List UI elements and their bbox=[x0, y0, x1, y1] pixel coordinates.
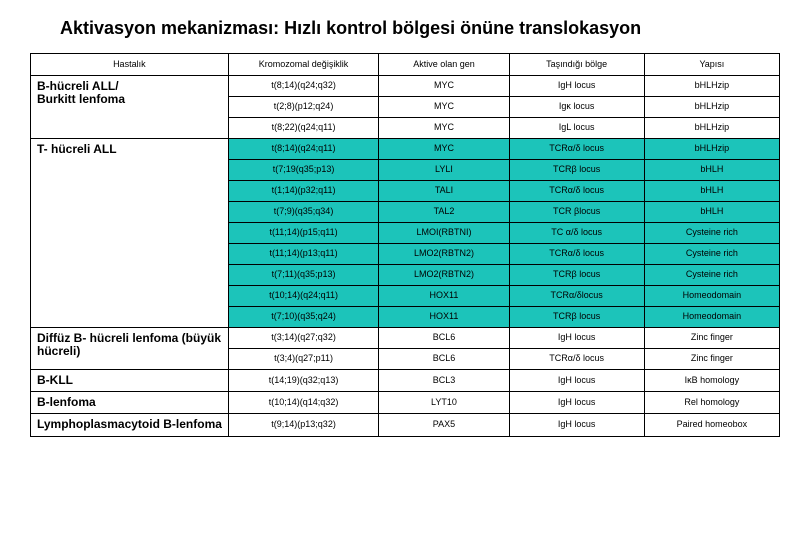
value-cell: TC α/δ locus bbox=[509, 223, 644, 244]
value-cell: t(10;14)(q24;q11) bbox=[228, 286, 379, 307]
value-cell: t(2;8)(p12;q24) bbox=[228, 97, 379, 118]
value-cell: bHLH bbox=[644, 160, 779, 181]
value-cell: TAL2 bbox=[379, 202, 509, 223]
value-cell: t(8;22)(q24;q11) bbox=[228, 118, 379, 139]
disease-cell: B-KLL bbox=[31, 370, 229, 392]
value-cell: TCRβ locus bbox=[509, 307, 644, 328]
value-cell: bHLHzip bbox=[644, 139, 779, 160]
table-row: B-hücreli ALL/Burkitt lenfomat(8;14)(q24… bbox=[31, 76, 780, 97]
table-row: T- hücreli ALLt(8;14)(q24;q11)MYCTCRα/δ … bbox=[31, 139, 780, 160]
value-cell: HOX11 bbox=[379, 286, 509, 307]
value-cell: PAX5 bbox=[379, 414, 509, 436]
value-cell: bHLHzip bbox=[644, 76, 779, 97]
value-cell: TCRα/δ locus bbox=[509, 181, 644, 202]
value-cell: Zinc finger bbox=[644, 328, 779, 349]
table-row: B-KLLt(14;19)(q32;q13)BCL3IgH locusIκB h… bbox=[31, 370, 780, 392]
table-row: Lymphoplasmacytoid B-lenfomat(9;14)(p13;… bbox=[31, 414, 780, 436]
value-cell: IκB homology bbox=[644, 370, 779, 392]
header-structure: Yapısı bbox=[644, 54, 779, 76]
value-cell: Homeodomain bbox=[644, 307, 779, 328]
value-cell: t(3;14)(q27;q32) bbox=[228, 328, 379, 349]
disease-cell: Diffüz B- hücreli lenfoma (büyük hücreli… bbox=[31, 328, 229, 370]
value-cell: TCRβ locus bbox=[509, 265, 644, 286]
value-cell: bHLHzip bbox=[644, 97, 779, 118]
value-cell: Zinc finger bbox=[644, 349, 779, 370]
value-cell: MYC bbox=[379, 76, 509, 97]
value-cell: LMO2(RBTN2) bbox=[379, 244, 509, 265]
value-cell: bHLH bbox=[644, 202, 779, 223]
header-disease: Hastalık bbox=[31, 54, 229, 76]
value-cell: Cysteine rich bbox=[644, 223, 779, 244]
value-cell: BCL6 bbox=[379, 349, 509, 370]
value-cell: TCRα/δlocus bbox=[509, 286, 644, 307]
value-cell: t(3;4)(q27;p11) bbox=[228, 349, 379, 370]
value-cell: Cysteine rich bbox=[644, 265, 779, 286]
value-cell: t(11;14)(p13;q11) bbox=[228, 244, 379, 265]
value-cell: TCRβ locus bbox=[509, 160, 644, 181]
value-cell: LYT10 bbox=[379, 392, 509, 414]
disease-cell: B-lenfoma bbox=[31, 392, 229, 414]
value-cell: IgH locus bbox=[509, 414, 644, 436]
table-row: Diffüz B- hücreli lenfoma (büyük hücreli… bbox=[31, 328, 780, 349]
value-cell: HOX11 bbox=[379, 307, 509, 328]
value-cell: t(14;19)(q32;q13) bbox=[228, 370, 379, 392]
value-cell: t(7;19(q35;p13) bbox=[228, 160, 379, 181]
value-cell: TCRα/δ locus bbox=[509, 349, 644, 370]
value-cell: IgL locus bbox=[509, 118, 644, 139]
value-cell: Igκ locus bbox=[509, 97, 644, 118]
value-cell: MYC bbox=[379, 97, 509, 118]
value-cell: IgH locus bbox=[509, 392, 644, 414]
value-cell: t(8;14)(q24;q32) bbox=[228, 76, 379, 97]
value-cell: MYC bbox=[379, 118, 509, 139]
value-cell: bHLHzip bbox=[644, 118, 779, 139]
value-cell: Rel homology bbox=[644, 392, 779, 414]
value-cell: t(7;9)(q35;q34) bbox=[228, 202, 379, 223]
value-cell: t(1;14)(p32;q11) bbox=[228, 181, 379, 202]
value-cell: LMO2(RBTN2) bbox=[379, 265, 509, 286]
value-cell: MYC bbox=[379, 139, 509, 160]
page-title: Aktivasyon mekanizması: Hızlı kontrol bö… bbox=[60, 18, 770, 39]
value-cell: LMOI(RBTNI) bbox=[379, 223, 509, 244]
translocation-table: Hastalık Kromozomal değişiklik Aktive ol… bbox=[30, 53, 780, 437]
value-cell: bHLH bbox=[644, 181, 779, 202]
value-cell: TALI bbox=[379, 181, 509, 202]
table-header-row: Hastalık Kromozomal değişiklik Aktive ol… bbox=[31, 54, 780, 76]
value-cell: TCR βlocus bbox=[509, 202, 644, 223]
disease-cell: Lymphoplasmacytoid B-lenfoma bbox=[31, 414, 229, 436]
table-row: B-lenfomat(10;14)(q14;q32)LYT10IgH locus… bbox=[31, 392, 780, 414]
value-cell: Paired homeobox bbox=[644, 414, 779, 436]
value-cell: Homeodomain bbox=[644, 286, 779, 307]
value-cell: t(8;14)(q24;q11) bbox=[228, 139, 379, 160]
header-region: Taşındığı bölge bbox=[509, 54, 644, 76]
value-cell: IgH locus bbox=[509, 370, 644, 392]
header-gene: Aktive olan gen bbox=[379, 54, 509, 76]
value-cell: TCRα/δ locus bbox=[509, 244, 644, 265]
value-cell: LYLI bbox=[379, 160, 509, 181]
value-cell: IgH locus bbox=[509, 76, 644, 97]
value-cell: BCL3 bbox=[379, 370, 509, 392]
value-cell: BCL6 bbox=[379, 328, 509, 349]
header-chromo: Kromozomal değişiklik bbox=[228, 54, 379, 76]
value-cell: Cysteine rich bbox=[644, 244, 779, 265]
disease-cell: T- hücreli ALL bbox=[31, 139, 229, 328]
value-cell: t(11;14)(p15;q11) bbox=[228, 223, 379, 244]
value-cell: t(7;10)(q35;q24) bbox=[228, 307, 379, 328]
value-cell: IgH locus bbox=[509, 328, 644, 349]
value-cell: t(7;11)(q35;p13) bbox=[228, 265, 379, 286]
value-cell: t(9;14)(p13;q32) bbox=[228, 414, 379, 436]
disease-cell: B-hücreli ALL/Burkitt lenfoma bbox=[31, 76, 229, 139]
value-cell: TCRα/δ locus bbox=[509, 139, 644, 160]
value-cell: t(10;14)(q14;q32) bbox=[228, 392, 379, 414]
